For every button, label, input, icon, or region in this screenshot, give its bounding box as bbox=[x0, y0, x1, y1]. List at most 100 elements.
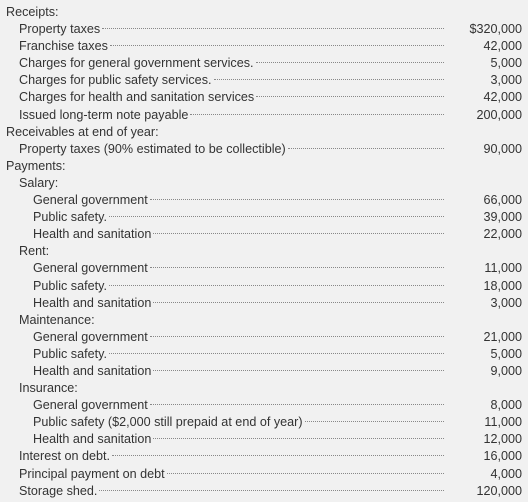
leader-dots bbox=[112, 455, 444, 457]
item-amount: 3,000 bbox=[490, 295, 522, 310]
leader-dots bbox=[166, 472, 444, 474]
row: Charges for health and sanitation servic… bbox=[0, 89, 528, 106]
line-item: Charges for public safety services. bbox=[19, 72, 448, 89]
row: Health and sanitation 12,000 bbox=[0, 431, 528, 448]
item-label: General government bbox=[33, 398, 148, 413]
item-label: Public safety. bbox=[33, 346, 107, 361]
row: Public safety ($2,000 still prepaid at e… bbox=[0, 414, 528, 431]
line-item: Property taxes bbox=[19, 21, 448, 38]
leader-dots bbox=[149, 267, 444, 269]
item-label: General government bbox=[33, 193, 148, 208]
item-label: Charges for health and sanitation servic… bbox=[19, 90, 255, 105]
subheading: Rent: bbox=[19, 244, 50, 259]
row: Property taxes $320,000 bbox=[0, 21, 528, 38]
item-amount: 22,000 bbox=[483, 227, 522, 242]
item-amount: 3,000 bbox=[490, 73, 522, 88]
leader-dots bbox=[108, 216, 444, 218]
line-item: Health and sanitation bbox=[33, 226, 448, 243]
item-amount: 120,000 bbox=[476, 483, 522, 498]
section-heading: Receipts: bbox=[6, 5, 59, 19]
line-item: General government bbox=[33, 329, 448, 346]
section-heading: Receivables at end of year: bbox=[6, 124, 159, 139]
leader-dots bbox=[149, 404, 444, 406]
item-label: Property taxes (90% estimated to be coll… bbox=[19, 141, 286, 156]
item-label: Principal payment on debt bbox=[19, 466, 165, 481]
row: Public safety. 39,000 bbox=[0, 209, 528, 226]
row: Charges for public safety services. 3,000 bbox=[0, 72, 528, 89]
item-label: General government bbox=[33, 329, 148, 344]
item-amount: 5,000 bbox=[490, 346, 522, 361]
item-amount: 9,000 bbox=[490, 363, 522, 378]
item-label: Interest on debt. bbox=[19, 449, 111, 464]
row: Receipts: bbox=[0, 4, 528, 21]
leader-dots bbox=[108, 284, 444, 286]
section-heading: Payments: bbox=[6, 158, 66, 173]
row: Payments: bbox=[0, 158, 528, 175]
item-amount: 11,000 bbox=[484, 261, 522, 276]
subheading: Maintenance: bbox=[19, 312, 95, 327]
row: Insurance: bbox=[0, 380, 528, 397]
item-amount: 90,000 bbox=[483, 141, 522, 156]
item-amount: 21,000 bbox=[483, 329, 522, 344]
leader-dots bbox=[153, 301, 444, 303]
item-label: Health and sanitation bbox=[33, 227, 152, 242]
item-amount: 16,000 bbox=[483, 449, 522, 464]
line-item: Public safety. bbox=[33, 346, 448, 363]
leader-dots bbox=[153, 438, 444, 440]
item-label: Public safety ($2,000 still prepaid at e… bbox=[33, 415, 303, 430]
row: General government 66,000 bbox=[0, 192, 528, 209]
row: Public safety. 18,000 bbox=[0, 278, 528, 295]
item-amount: $320,000 bbox=[469, 22, 522, 37]
item-label: Public safety. bbox=[33, 278, 107, 293]
line-item: Property taxes (90% estimated to be coll… bbox=[19, 141, 448, 158]
item-label: Franchise taxes bbox=[19, 39, 108, 54]
row: Maintenance: bbox=[0, 312, 528, 329]
line-item: General government bbox=[33, 397, 448, 414]
row: Principal payment on debt 4,000 bbox=[0, 466, 528, 483]
row: Public safety. 5,000 bbox=[0, 346, 528, 363]
row: Health and sanitation 9,000 bbox=[0, 363, 528, 380]
row: Rent: bbox=[0, 243, 528, 260]
subheading: Salary: bbox=[19, 175, 59, 190]
item-label: General government bbox=[33, 261, 148, 276]
row: Property taxes (90% estimated to be coll… bbox=[0, 141, 528, 158]
item-label: Charges for public safety services. bbox=[19, 73, 212, 88]
line-item: General government bbox=[33, 260, 448, 277]
row: Storage shed. 120,000 bbox=[0, 483, 528, 500]
item-amount: 12,000 bbox=[483, 432, 522, 447]
line-item: Principal payment on debt bbox=[19, 466, 448, 483]
item-label: Property taxes bbox=[19, 22, 101, 37]
row: Franchise taxes 42,000 bbox=[0, 38, 528, 55]
item-amount: 5,000 bbox=[490, 56, 522, 71]
row: Health and sanitation 3,000 bbox=[0, 295, 528, 312]
item-amount: 39,000 bbox=[483, 210, 522, 225]
leader-dots bbox=[304, 421, 444, 423]
item-amount: 8,000 bbox=[490, 398, 522, 413]
row: Charges for general government services.… bbox=[0, 55, 528, 72]
line-item: Public safety. bbox=[33, 209, 448, 226]
leader-dots bbox=[190, 113, 444, 115]
item-label: Health and sanitation bbox=[33, 295, 152, 310]
row: General government 21,000 bbox=[0, 329, 528, 346]
line-item: Public safety ($2,000 still prepaid at e… bbox=[33, 414, 448, 431]
leader-dots bbox=[213, 79, 444, 81]
item-amount: 42,000 bbox=[483, 90, 522, 105]
leader-dots bbox=[149, 335, 444, 337]
row: Receivables at end of year: bbox=[0, 124, 528, 141]
line-item: Health and sanitation bbox=[33, 431, 448, 448]
line-item: Issued long-term note payable bbox=[19, 107, 448, 124]
leader-dots bbox=[153, 233, 444, 235]
item-label: Charges for general government services. bbox=[19, 56, 254, 71]
leader-dots bbox=[287, 147, 444, 149]
line-item: Health and sanitation bbox=[33, 363, 448, 380]
leader-dots bbox=[256, 96, 444, 98]
line-item: Public safety. bbox=[33, 278, 448, 295]
leader-dots bbox=[153, 369, 444, 371]
row: Issued long-term note payable 200,000 bbox=[0, 107, 528, 124]
line-item: Charges for health and sanitation servic… bbox=[19, 89, 448, 106]
item-amount: 200,000 bbox=[476, 107, 522, 122]
row: Interest on debt. 16,000 bbox=[0, 448, 528, 465]
line-item: Health and sanitation bbox=[33, 295, 448, 312]
leader-dots bbox=[99, 489, 444, 491]
